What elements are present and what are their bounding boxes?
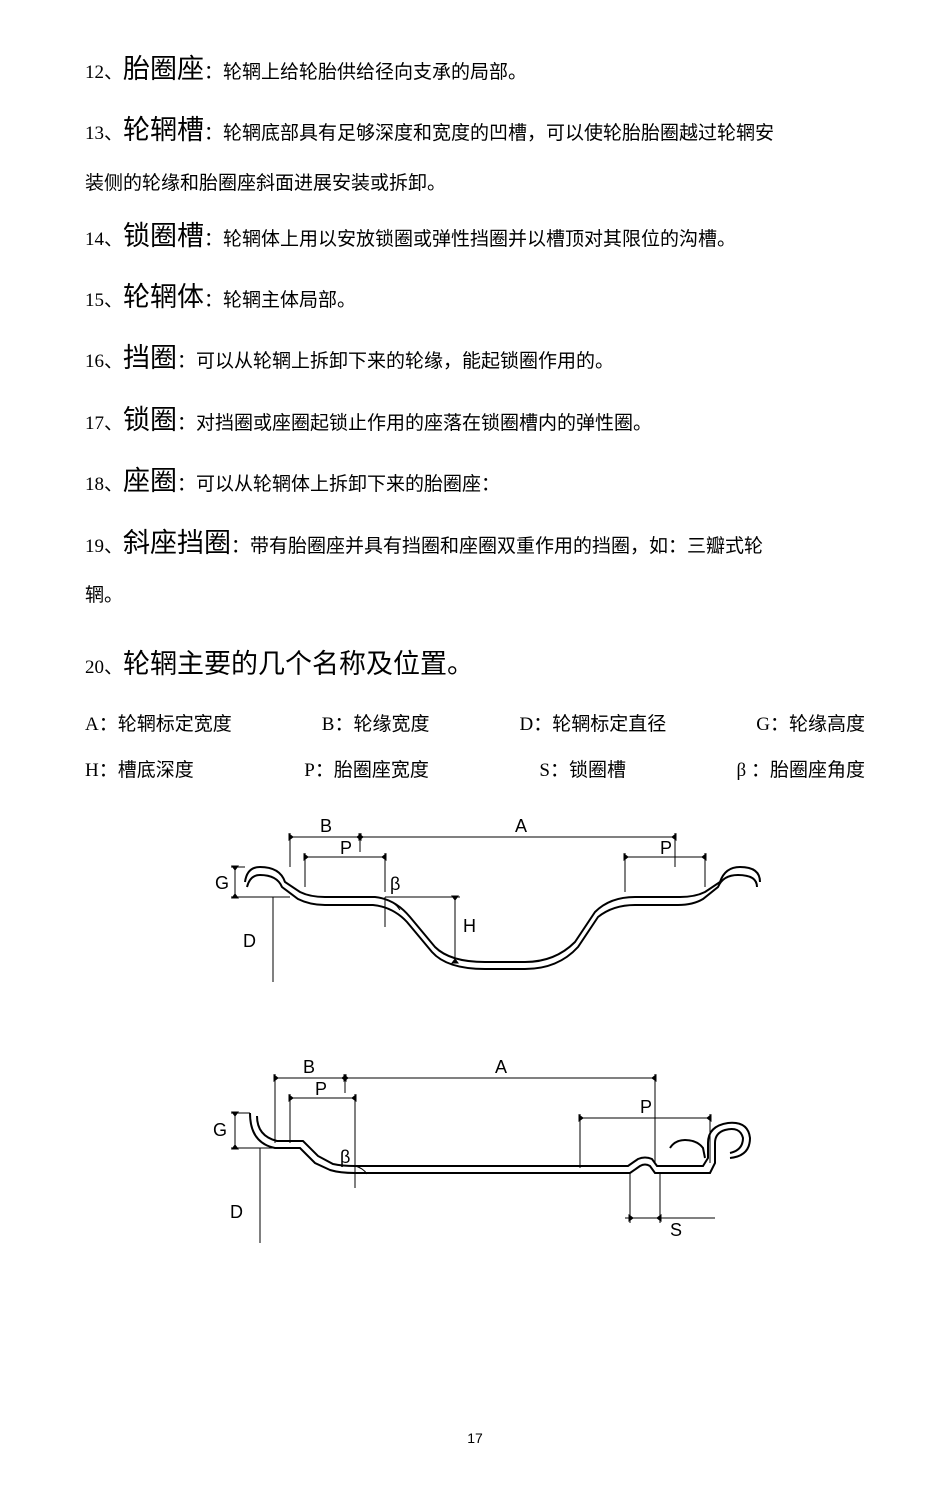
label-g: G xyxy=(213,1120,227,1140)
item-term: 锁圈槽 xyxy=(123,221,204,251)
diagram-2: B A P P G β D S xyxy=(185,1058,765,1274)
label-s: S xyxy=(670,1220,682,1240)
label-b: B xyxy=(320,817,332,836)
legend-a: A：轮辋标定宽度 xyxy=(85,704,232,746)
item-desc: ：可以从轮辋上拆卸下来的轮缘，能起锁圈作用的。 xyxy=(177,351,614,372)
heading-num: 20、 xyxy=(85,657,123,678)
item-desc: ：轮辋上给轮胎供给径向支承的局部。 xyxy=(204,62,527,83)
item-term: 轮辋槽 xyxy=(123,115,204,145)
legend-p: P：胎圈座宽度 xyxy=(304,750,429,792)
item-desc: ：轮辋底部具有足够深度和宽度的凹槽，可以使轮胎胎圈越过轮辋安 xyxy=(204,123,774,144)
legend-row-1: A：轮辋标定宽度 B：轮缘宽度 D：轮辋标定直径 G：轮缘高度 xyxy=(85,704,865,746)
label-p-left: P xyxy=(315,1079,327,1099)
item-term: 斜座挡圈 xyxy=(123,528,231,558)
legend-beta: β ：胎圈座角度 xyxy=(737,750,865,792)
item-term: 挡圈 xyxy=(123,343,177,373)
label-p-left: P xyxy=(340,838,352,858)
item-desc: ：轮辋体上用以安放锁圈或弹性挡圈并以槽顶对其限位的沟槽。 xyxy=(204,229,736,250)
heading-term: 轮辋主要的几个名称及位置。 xyxy=(123,649,474,679)
item-num: 19、 xyxy=(85,536,123,557)
item-num: 17、 xyxy=(85,413,123,434)
item-13-cont: 装侧的轮缘和胎圈座斜面进展安装或拆卸。 xyxy=(85,163,865,205)
content-list: 12、胎圈座：轮辋上给轮胎供给径向支承的局部。 13、轮辋槽：轮辋底部具有足够深… xyxy=(85,40,865,617)
label-g: G xyxy=(215,873,229,893)
legend-b: B：轮缘宽度 xyxy=(322,704,430,746)
item-num: 16、 xyxy=(85,351,123,372)
item-14: 14、锁圈槽：轮辋体上用以安放锁圈或弹性挡圈并以槽顶对其限位的沟槽。 xyxy=(85,207,865,266)
item-num: 15、 xyxy=(85,290,123,311)
label-beta: β xyxy=(390,874,400,894)
label-h: H xyxy=(463,916,476,936)
item-12: 12、胎圈座：轮辋上给轮胎供给径向支承的局部。 xyxy=(85,40,865,99)
item-term: 锁圈 xyxy=(123,405,177,435)
label-p-right: P xyxy=(640,1097,652,1117)
item-num: 13、 xyxy=(85,123,123,144)
label-a: A xyxy=(495,1058,507,1077)
item-19-cont: 辋。 xyxy=(85,575,865,617)
item-15: 15、轮辋体：轮辋主体局部。 xyxy=(85,268,865,327)
item-17: 17、锁圈：对挡圈或座圈起锁止作用的座落在锁圈槽内的弹性圈。 xyxy=(85,391,865,450)
section-heading: 20、轮辋主要的几个名称及位置。 xyxy=(85,635,865,694)
item-13: 13、轮辋槽：轮辋底部具有足够深度和宽度的凹槽，可以使轮胎胎圈越过轮辋安 xyxy=(85,101,865,160)
legend-g: G：轮缘高度 xyxy=(756,704,865,746)
item-term: 胎圈座 xyxy=(123,54,204,84)
label-b: B xyxy=(303,1058,315,1077)
item-16: 16、挡圈：可以从轮辋上拆卸下来的轮缘，能起锁圈作用的。 xyxy=(85,329,865,388)
legend-row-2: H：槽底深度 P：胎圈座宽度 S：锁圈槽 β ：胎圈座角度 xyxy=(85,750,865,792)
item-desc: ：带有胎圈座并具有挡圈和座圈双重作用的挡圈，如：三瓣式轮 xyxy=(231,536,763,557)
item-19: 19、斜座挡圈：带有胎圈座并具有挡圈和座圈双重作用的挡圈，如：三瓣式轮 xyxy=(85,514,865,573)
item-num: 14、 xyxy=(85,229,123,250)
item-18: 18、座圈：可以从轮辋体上拆卸下来的胎圈座： xyxy=(85,452,865,511)
label-d: D xyxy=(230,1202,243,1222)
label-a: A xyxy=(515,817,527,836)
diagrams: B A P P G β H D xyxy=(185,817,765,1274)
item-term: 座圈 xyxy=(123,466,177,496)
item-desc: ：轮辋主体局部。 xyxy=(204,290,356,311)
label-d: D xyxy=(243,931,256,951)
item-term: 轮辋体 xyxy=(123,282,204,312)
diagram-1: B A P P G β H D xyxy=(185,817,765,1008)
legend-h: H：槽底深度 xyxy=(85,750,194,792)
item-desc: ：可以从轮辋体上拆卸下来的胎圈座： xyxy=(177,474,500,495)
item-num: 12、 xyxy=(85,62,123,83)
page-number: 17 xyxy=(85,1423,865,1454)
label-p-right: P xyxy=(660,838,672,858)
item-num: 18、 xyxy=(85,474,123,495)
legend-s: S：锁圈槽 xyxy=(539,750,626,792)
label-beta: β xyxy=(340,1147,350,1167)
item-desc: ：对挡圈或座圈起锁止作用的座落在锁圈槽内的弹性圈。 xyxy=(177,413,652,434)
legend-d: D：轮辋标定直径 xyxy=(519,704,666,746)
